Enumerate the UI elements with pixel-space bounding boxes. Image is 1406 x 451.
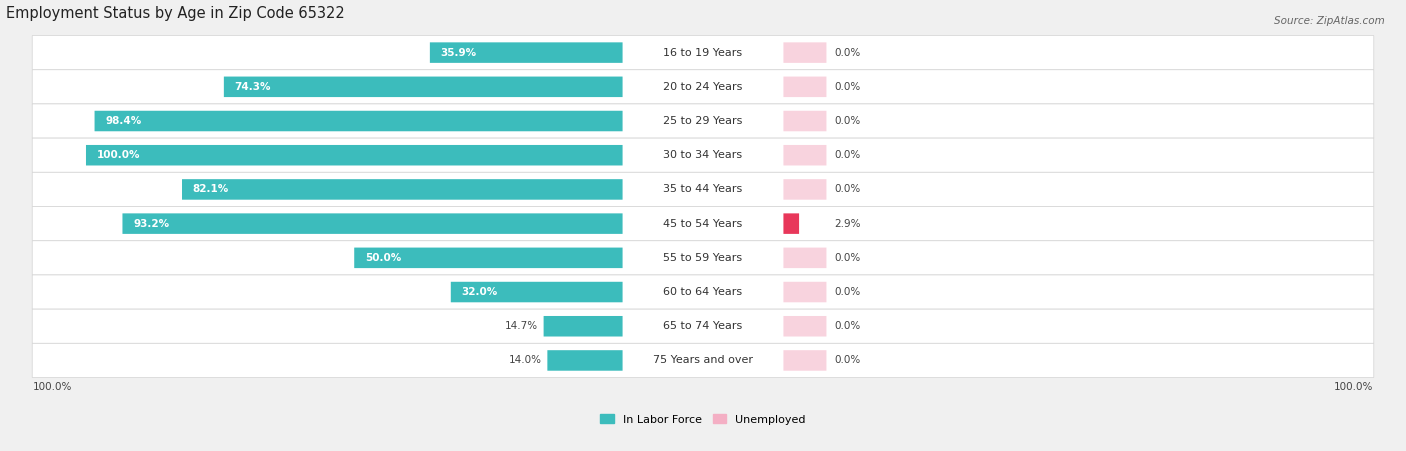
FancyBboxPatch shape: [783, 213, 799, 234]
FancyBboxPatch shape: [783, 77, 827, 97]
FancyBboxPatch shape: [783, 145, 827, 166]
Text: 100.0%: 100.0%: [97, 150, 141, 160]
Text: 0.0%: 0.0%: [834, 116, 860, 126]
Text: 16 to 19 Years: 16 to 19 Years: [664, 48, 742, 58]
Text: 82.1%: 82.1%: [193, 184, 229, 194]
FancyBboxPatch shape: [783, 350, 827, 371]
FancyBboxPatch shape: [32, 309, 1374, 343]
Text: 100.0%: 100.0%: [32, 382, 72, 392]
Text: 30 to 34 Years: 30 to 34 Years: [664, 150, 742, 160]
FancyBboxPatch shape: [451, 282, 623, 302]
FancyBboxPatch shape: [32, 138, 1374, 172]
FancyBboxPatch shape: [32, 104, 1374, 138]
FancyBboxPatch shape: [32, 207, 1374, 241]
FancyBboxPatch shape: [544, 316, 623, 336]
Text: 74.3%: 74.3%: [235, 82, 271, 92]
Text: 35 to 44 Years: 35 to 44 Years: [664, 184, 742, 194]
FancyBboxPatch shape: [783, 316, 827, 336]
FancyBboxPatch shape: [783, 282, 827, 302]
Text: 0.0%: 0.0%: [834, 48, 860, 58]
FancyBboxPatch shape: [224, 77, 623, 97]
FancyBboxPatch shape: [354, 248, 623, 268]
Text: Source: ZipAtlas.com: Source: ZipAtlas.com: [1274, 16, 1385, 26]
Text: 0.0%: 0.0%: [834, 184, 860, 194]
Text: 0.0%: 0.0%: [834, 82, 860, 92]
Text: 50.0%: 50.0%: [366, 253, 401, 263]
Text: 60 to 64 Years: 60 to 64 Years: [664, 287, 742, 297]
Text: 98.4%: 98.4%: [105, 116, 142, 126]
Text: 45 to 54 Years: 45 to 54 Years: [664, 219, 742, 229]
FancyBboxPatch shape: [32, 343, 1374, 377]
FancyBboxPatch shape: [181, 179, 623, 200]
FancyBboxPatch shape: [783, 248, 827, 268]
Text: 14.7%: 14.7%: [505, 321, 538, 331]
Text: 93.2%: 93.2%: [134, 219, 169, 229]
Text: 75 Years and over: 75 Years and over: [652, 355, 754, 365]
FancyBboxPatch shape: [32, 36, 1374, 70]
Text: 0.0%: 0.0%: [834, 287, 860, 297]
FancyBboxPatch shape: [86, 145, 623, 166]
Text: 14.0%: 14.0%: [509, 355, 543, 365]
FancyBboxPatch shape: [783, 111, 827, 131]
Text: 32.0%: 32.0%: [461, 287, 498, 297]
Legend: In Labor Force, Unemployed: In Labor Force, Unemployed: [596, 410, 810, 429]
Text: Employment Status by Age in Zip Code 65322: Employment Status by Age in Zip Code 653…: [6, 5, 344, 21]
Text: 0.0%: 0.0%: [834, 355, 860, 365]
Text: 65 to 74 Years: 65 to 74 Years: [664, 321, 742, 331]
FancyBboxPatch shape: [122, 213, 623, 234]
Text: 100.0%: 100.0%: [1334, 382, 1374, 392]
Text: 0.0%: 0.0%: [834, 321, 860, 331]
Text: 55 to 59 Years: 55 to 59 Years: [664, 253, 742, 263]
FancyBboxPatch shape: [32, 172, 1374, 207]
Text: 0.0%: 0.0%: [834, 253, 860, 263]
FancyBboxPatch shape: [32, 275, 1374, 309]
Text: 2.9%: 2.9%: [834, 219, 860, 229]
FancyBboxPatch shape: [94, 111, 623, 131]
FancyBboxPatch shape: [783, 42, 827, 63]
FancyBboxPatch shape: [547, 350, 623, 371]
FancyBboxPatch shape: [32, 70, 1374, 104]
Text: 25 to 29 Years: 25 to 29 Years: [664, 116, 742, 126]
FancyBboxPatch shape: [32, 241, 1374, 275]
FancyBboxPatch shape: [783, 179, 827, 200]
Text: 0.0%: 0.0%: [834, 150, 860, 160]
Text: 20 to 24 Years: 20 to 24 Years: [664, 82, 742, 92]
Text: 35.9%: 35.9%: [440, 48, 477, 58]
FancyBboxPatch shape: [430, 42, 623, 63]
